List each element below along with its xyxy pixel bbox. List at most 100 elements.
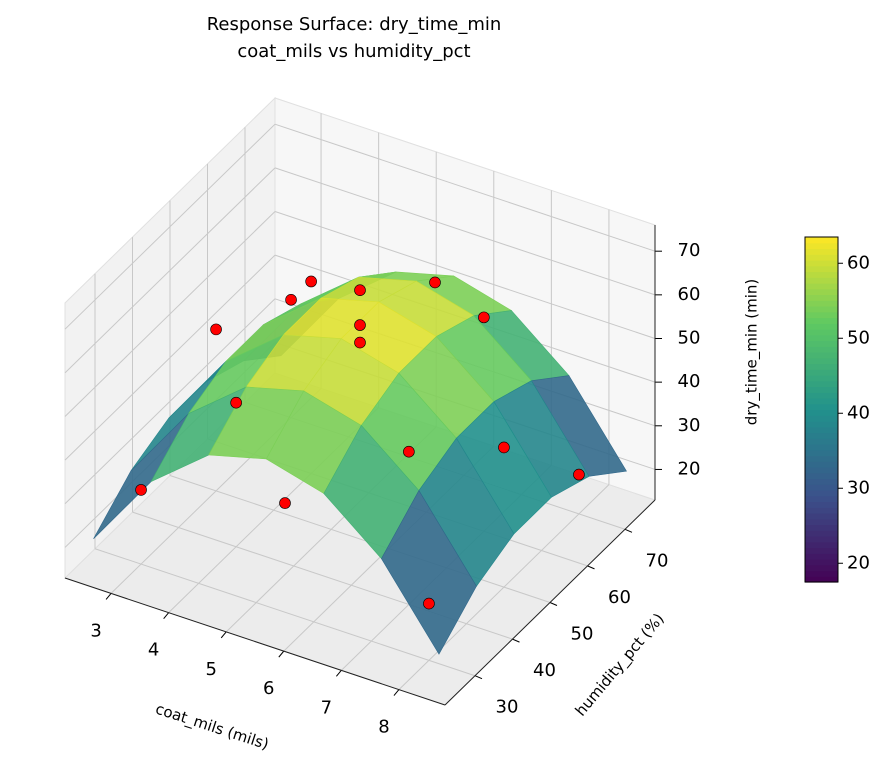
colorbar-step — [805, 449, 838, 457]
z-tick-label: 70 — [678, 240, 701, 261]
chart-subtitle: coat_mils vs humidity_pct — [237, 41, 470, 62]
colorbar-step — [805, 495, 838, 503]
colorbar-step — [805, 455, 838, 462]
axis-line — [64, 577, 446, 706]
colorbar-step — [805, 283, 838, 290]
grid-line — [169, 475, 551, 603]
colorbar-step — [805, 472, 838, 480]
x-tick-label: 4 — [148, 640, 159, 661]
colorbar-step — [805, 294, 838, 301]
colorbar-step — [805, 501, 838, 508]
surface-patch — [381, 489, 477, 655]
y-tick-label: 70 — [646, 550, 669, 571]
colorbar-step — [805, 570, 838, 577]
colorbar-step — [805, 392, 838, 399]
grid-line — [64, 123, 276, 330]
grid-line — [64, 167, 276, 374]
z-tick-label: 50 — [678, 327, 701, 348]
colorbar-step — [805, 536, 838, 543]
colorbar-step — [805, 277, 838, 284]
axis-line — [444, 499, 656, 706]
x-tick-label: 5 — [205, 659, 216, 680]
colorbar-step — [805, 248, 838, 255]
colorbar-step — [805, 369, 838, 376]
colorbar-step — [805, 346, 838, 353]
data-point — [305, 275, 317, 288]
y-tick-label: 60 — [608, 587, 631, 608]
data-point — [403, 445, 415, 458]
x-tick-label: 6 — [263, 678, 274, 699]
colorbar-step — [805, 426, 838, 434]
x-tick — [163, 612, 170, 619]
colorbar-step — [805, 513, 838, 520]
colorbar-step — [805, 438, 838, 445]
colorbar-tick-label: 60 — [847, 252, 870, 273]
colorbar-step — [805, 317, 838, 324]
y-tick — [474, 675, 483, 680]
x-tick-label: 8 — [378, 717, 389, 738]
colorbar-step — [805, 300, 838, 307]
y-tick — [624, 528, 633, 533]
colorbar-step — [805, 375, 838, 382]
data-point — [285, 294, 297, 306]
colorbar-step — [805, 507, 838, 514]
colorbar-step — [805, 484, 838, 491]
data-point — [210, 323, 222, 336]
colorbar-step — [805, 329, 838, 336]
y-tick-label: 40 — [533, 660, 556, 681]
x-tick-label: 3 — [90, 620, 101, 641]
data-point — [429, 276, 441, 289]
colorbar-frame — [804, 236, 839, 583]
colorbar-tick-label: 20 — [847, 552, 870, 573]
colorbar-step — [805, 398, 838, 405]
colorbar-step — [805, 478, 838, 485]
colorbar-step — [805, 334, 838, 342]
colorbar-step — [805, 323, 838, 330]
z-tick-label: 60 — [678, 284, 701, 305]
colorbar-step — [805, 547, 838, 554]
data-point — [573, 468, 585, 481]
data-point — [354, 336, 366, 349]
colorbar-step — [805, 541, 838, 549]
colorbar-step — [805, 461, 838, 468]
data-point — [478, 311, 490, 324]
data-point — [498, 441, 510, 454]
grid-line — [94, 548, 476, 677]
colorbar-step — [805, 490, 838, 497]
colorbar-step — [805, 380, 838, 388]
colorbar-tick-label: 50 — [847, 327, 870, 348]
colorbar-step — [805, 518, 838, 526]
colorbar-step — [805, 254, 838, 261]
colorbar-step — [805, 559, 838, 566]
colorbar-step — [805, 576, 838, 583]
grid-line — [274, 211, 656, 339]
x-tick-label: 7 — [321, 697, 332, 718]
colorbar-step — [805, 265, 838, 273]
colorbar-step — [805, 530, 838, 537]
colorbar-step — [805, 524, 838, 531]
y-tick — [587, 565, 595, 570]
x-tick — [335, 670, 342, 677]
y-tick-label: 50 — [571, 624, 594, 645]
colorbar-step — [805, 467, 838, 474]
colorbar-step — [805, 409, 838, 416]
grid-line — [274, 123, 656, 252]
y-tick — [512, 638, 520, 643]
chart-title: Response Surface: dry_time_min — [207, 14, 502, 35]
data-point — [230, 396, 242, 409]
z-tick-label: 20 — [678, 458, 701, 479]
colorbar-step — [805, 306, 838, 313]
y-tick-label: 30 — [496, 697, 519, 718]
colorbar-step — [805, 242, 838, 250]
colorbar-tick-label: 40 — [847, 402, 870, 423]
z-tick-label: 40 — [678, 371, 701, 392]
z-tick-label: 30 — [678, 415, 701, 436]
colorbar-step — [805, 357, 838, 365]
colorbar-step — [805, 363, 838, 370]
data-point — [135, 484, 147, 496]
grid-line — [64, 254, 276, 461]
colorbar-step — [805, 288, 838, 296]
x-axis-label: coat_mils (mils) — [153, 700, 271, 755]
x-tick — [220, 631, 227, 639]
colorbar-step — [805, 553, 838, 560]
